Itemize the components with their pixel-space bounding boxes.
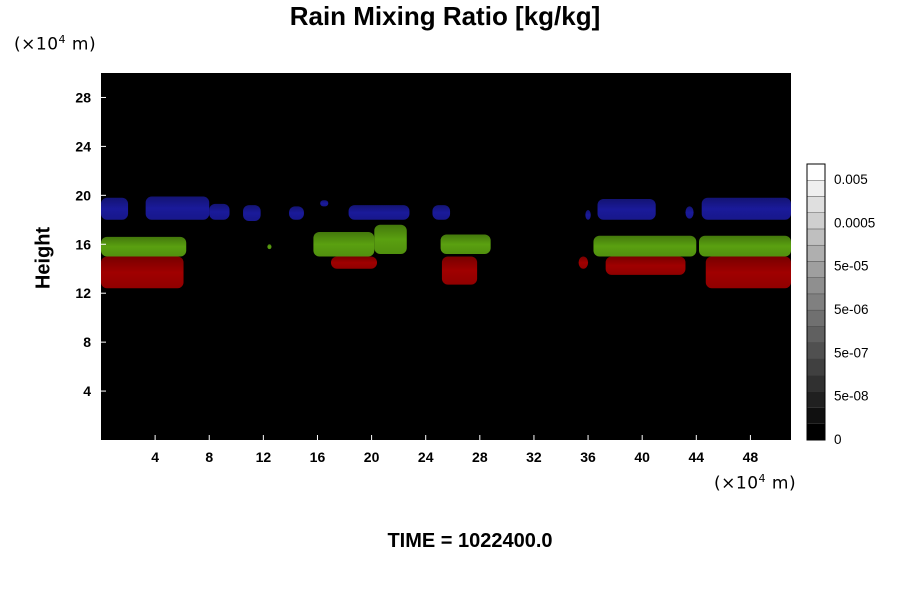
band-lower-segment [331,256,377,269]
band-upper-segment [101,197,129,220]
x-tick-label: 44 [689,449,705,465]
colorbar-label: 5e-06 [834,302,869,317]
band-lower [101,256,791,289]
band-upper-segment [145,196,210,220]
colorbar-level [806,180,826,197]
colorbar-level [806,391,826,408]
colorbar-label: 0.0005 [834,215,875,230]
colorbar-level [806,163,826,181]
band-upper-segment [348,205,410,220]
x-tick-label: 4 [151,449,159,465]
colorbar-level [806,212,826,230]
band-lower-segment [705,256,791,289]
y-tick-label: 4 [83,383,91,399]
colorbar-levels [806,163,826,441]
band-upper-segment [320,200,329,207]
time-label: TIME = 1022400.0 [387,530,553,552]
band-middle-segment [267,244,272,250]
band-upper-segment [585,210,591,220]
colorbar-level [806,261,826,278]
band-lower-segment [578,256,589,269]
band-upper-segment [685,206,694,219]
chart-title: Rain Mixing Ratio [kg/kg] [289,1,601,31]
band-upper-segment [209,203,230,220]
x-tick-label: 28 [472,449,488,465]
x-tick-label: 32 [526,449,542,465]
band-middle-segment [374,224,407,255]
band-upper-segment [701,197,791,220]
colorbar-level [806,196,826,213]
y-tick-label: 24 [75,138,91,154]
colorbar-frame [806,163,826,441]
band-middle-segment [101,236,187,257]
band-lower-segment [605,256,686,275]
band-lower-segment [441,256,478,285]
colorbar-level [806,244,826,262]
colorbar-label: 0.005 [834,172,868,187]
x-unit-label: (×104 m) [714,472,797,494]
x-tick-label: 20 [364,449,380,465]
y-tick-label: 16 [75,236,91,252]
band-upper-segment [243,205,261,222]
y-unit-label: (×104 m) [14,33,97,55]
colorbar-level [806,423,826,441]
x-tick-label: 16 [310,449,326,465]
colorbar-label: 5e-08 [834,389,869,404]
band-middle [101,224,791,257]
band-upper-segment [289,206,304,220]
band-middle-segment [699,235,791,257]
band-middle-segment [440,234,491,255]
colorbar-level [806,342,826,360]
colorbar-level [806,277,826,295]
x-tick-label: 12 [256,449,272,465]
band-middle-segment [593,235,697,257]
colorbar-level [806,228,826,246]
band-upper-segment [432,205,451,220]
band-upper-segment [597,199,656,220]
colorbar-level [806,293,826,311]
x-tick-label: 24 [418,449,434,465]
x-tick-label: 40 [634,449,650,465]
colorbar-label: 5e-05 [834,259,869,274]
colorbar-label: 5e-07 [834,345,869,360]
x-tick-label: 8 [205,449,213,465]
y-tick-label: 28 [75,89,91,105]
band-middle-segment [313,232,375,257]
colorbar-level [806,407,826,424]
colorbar-level [806,374,826,392]
y-tick-label: 20 [75,187,91,203]
x-tick-label: 48 [743,449,759,465]
band-upper [101,196,791,222]
band-lower-segment [101,256,184,289]
colorbar-level [806,309,826,327]
colorbar-label: 0 [834,432,842,447]
colorbar-level [806,326,826,343]
y-tick-label: 8 [83,334,91,350]
colorbar-level [806,358,826,376]
x-tick-label: 36 [580,449,596,465]
y-tick-label: 12 [75,285,91,301]
